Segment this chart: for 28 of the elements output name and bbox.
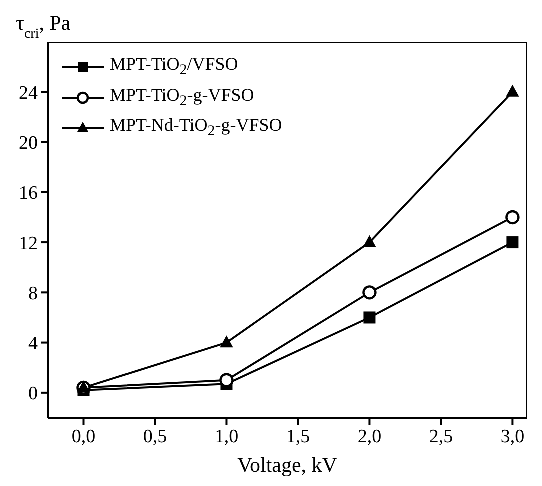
- x-tick-label: 3,0: [500, 426, 525, 448]
- x-tick-label: 1,5: [286, 426, 310, 448]
- point: [220, 336, 234, 348]
- point: [506, 236, 519, 249]
- point: [506, 84, 520, 97]
- y-tick-label: 12: [19, 233, 38, 254]
- x-tick-label: 2,5: [429, 426, 454, 448]
- legend-label: MPT-TiO$_{2}$-g-VFSO: [110, 84, 254, 112]
- point: [77, 380, 90, 393]
- y-tick-label: 0: [28, 384, 38, 405]
- x-tick-label: 0,5: [143, 426, 168, 448]
- point: [220, 373, 234, 388]
- x-axis-title: Voltage, kV: [238, 453, 338, 477]
- point: [363, 235, 376, 248]
- y-tick-label: 24: [19, 82, 38, 104]
- point: [364, 312, 376, 324]
- y-tick-label: 16: [19, 183, 38, 204]
- legend-label: MPT-Nd-TiO$_{2}$-g-VFSO: [110, 114, 282, 142]
- point: [506, 210, 520, 225]
- x-tick-label: 2,0: [358, 426, 382, 448]
- y-tick-label: 8: [28, 283, 38, 304]
- point: [362, 286, 377, 300]
- x-tick-label: 0,0: [72, 426, 96, 448]
- x-tick-label: 1,0: [214, 426, 239, 448]
- y-axis-title: τ$_{cri}$, Pa: [16, 11, 72, 42]
- y-tick-label: 20: [19, 133, 38, 154]
- y-tick-label: 4: [28, 334, 38, 355]
- legend-label: MPT-TiO$_{2}$/VFSO: [110, 53, 238, 81]
